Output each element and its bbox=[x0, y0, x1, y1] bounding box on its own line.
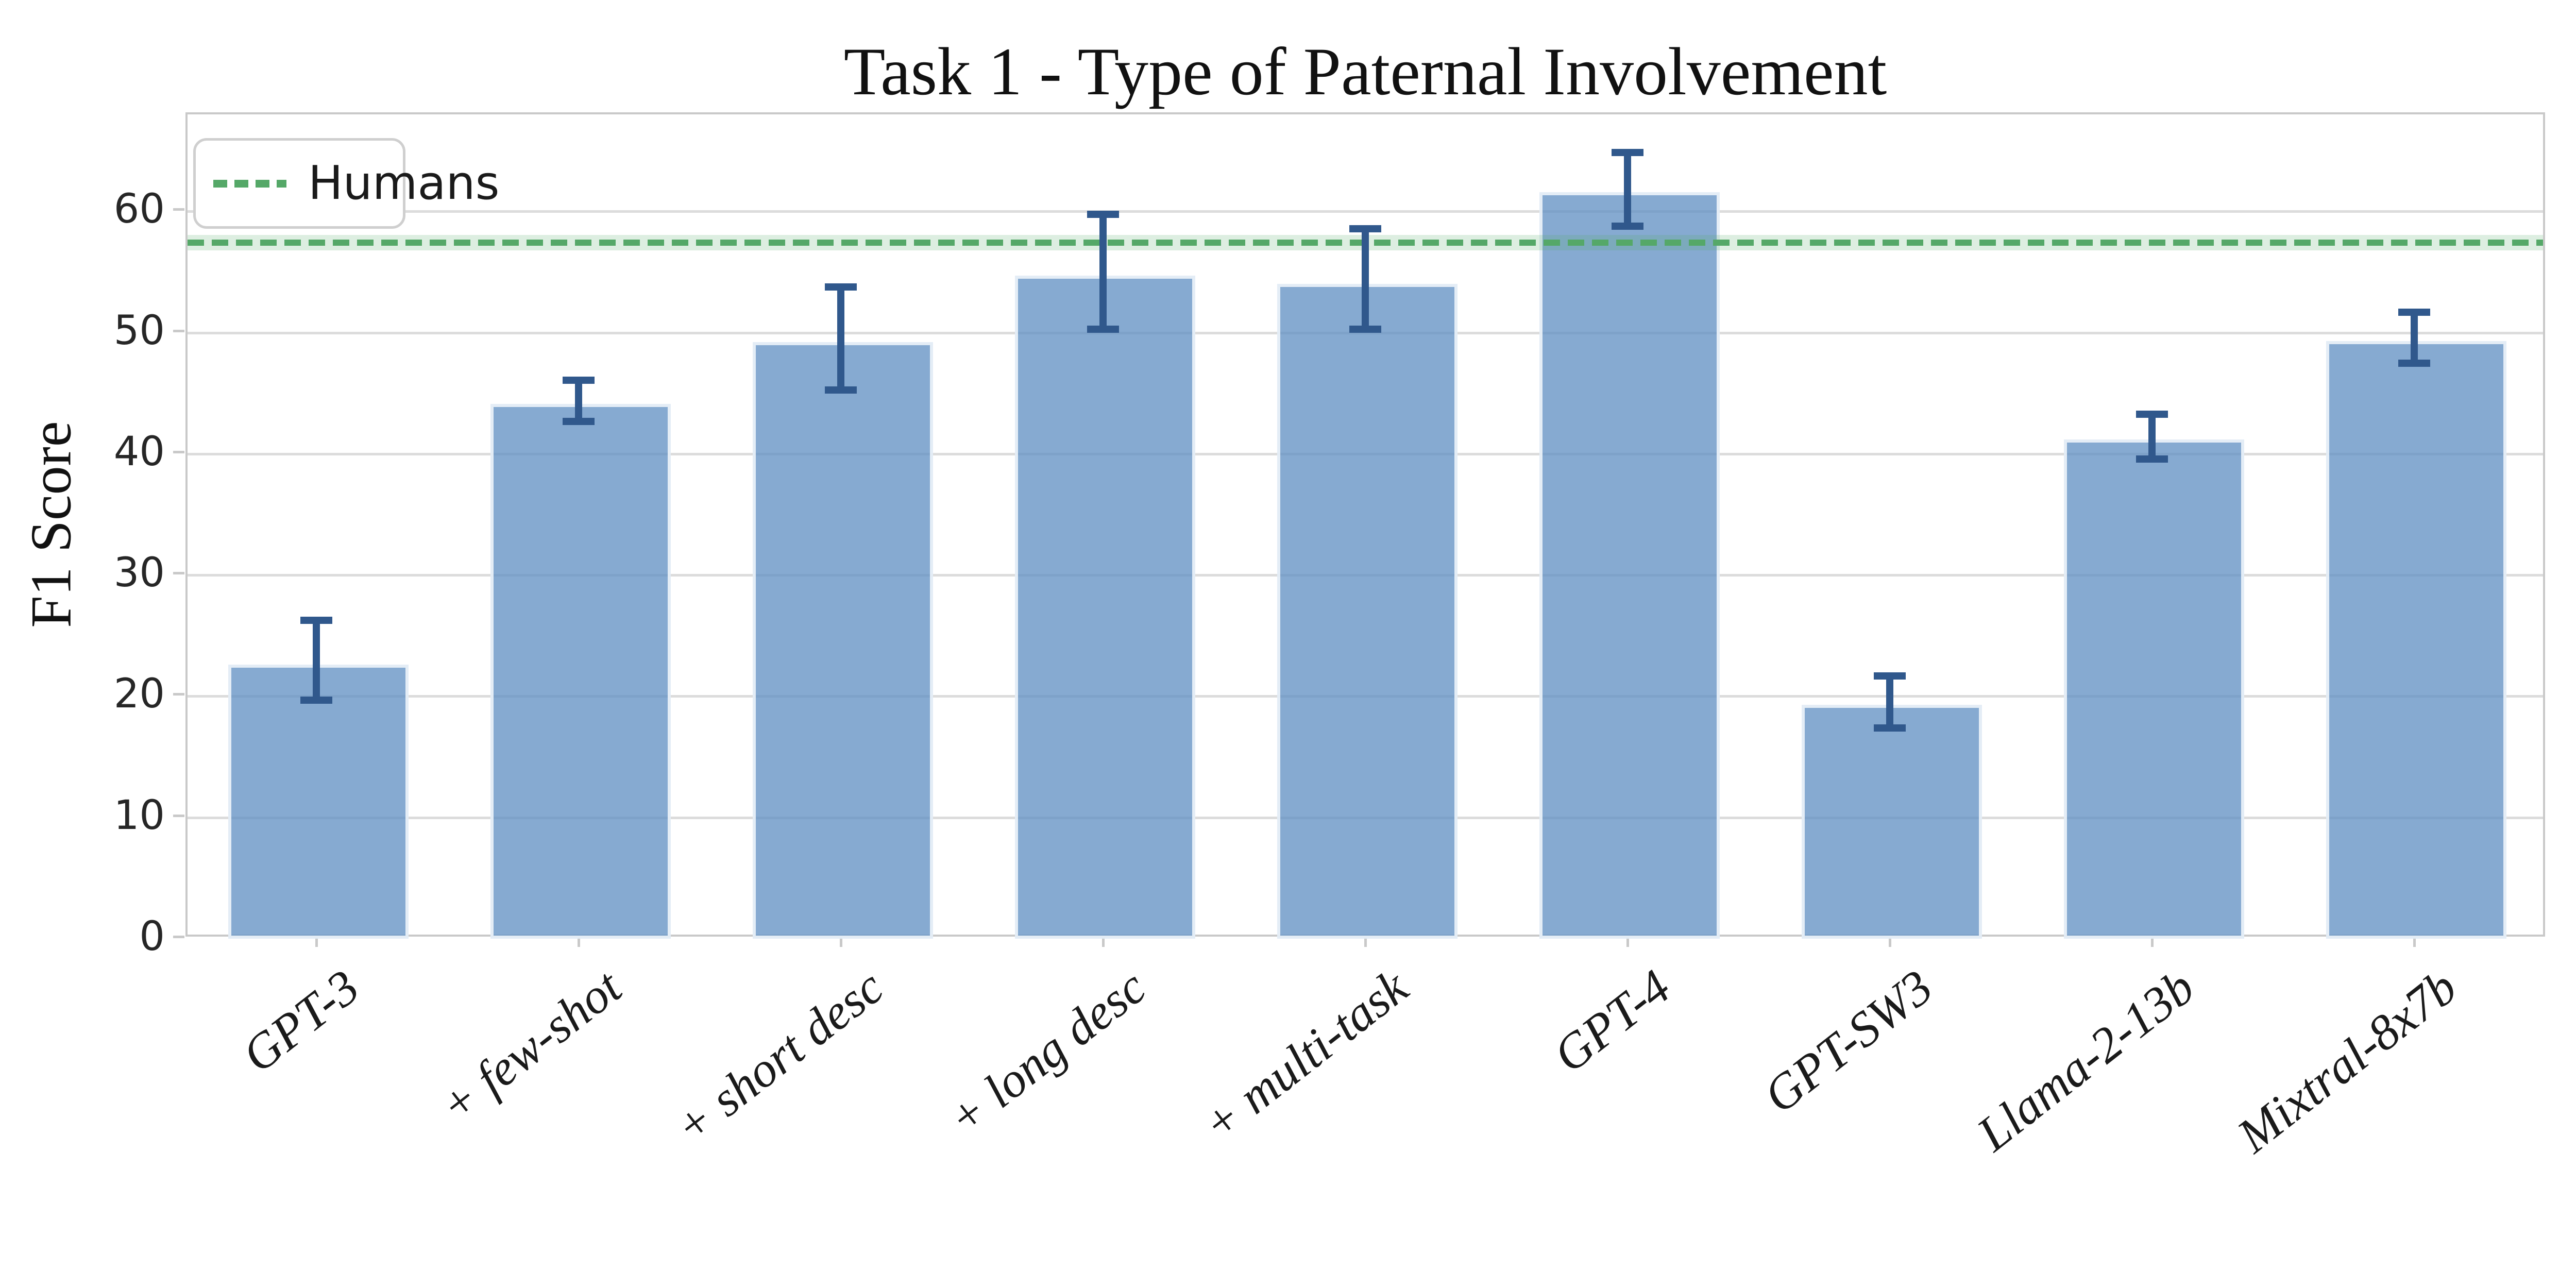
y-tick-mark bbox=[173, 450, 184, 453]
x-tick-mark bbox=[1626, 937, 1629, 947]
error-bar-cap-bottom bbox=[1873, 724, 1906, 732]
y-tick-label: 60 bbox=[113, 186, 165, 233]
x-tick-mark bbox=[1888, 937, 1891, 947]
error-bar-cap-top bbox=[1349, 225, 1381, 232]
error-bar-line bbox=[2148, 414, 2156, 459]
error-bar-cap-top bbox=[563, 377, 595, 384]
x-tick-mark bbox=[578, 937, 581, 947]
error-bar-cap-bottom bbox=[1087, 326, 1120, 333]
y-tick-mark bbox=[173, 208, 184, 211]
y-tick-label: 40 bbox=[113, 428, 165, 475]
y-tick-mark bbox=[173, 329, 184, 332]
bar-+ long desc bbox=[1015, 275, 1196, 939]
x-tick-mark bbox=[2413, 937, 2416, 947]
error-bar-cap-top bbox=[1087, 210, 1120, 218]
y-tick-label: 0 bbox=[139, 913, 165, 960]
x-tick-label-+ few-shot: + few-shot bbox=[429, 959, 632, 1134]
error-bar-cap-top bbox=[2136, 410, 2168, 418]
error-bar-cap-top bbox=[300, 616, 333, 624]
y-tick-label: 20 bbox=[113, 671, 165, 718]
x-tick-mark bbox=[840, 937, 843, 947]
x-tick-label-+ multi-task: + multi-task bbox=[1192, 959, 1418, 1153]
error-bar-cap-bottom bbox=[1611, 223, 1643, 230]
error-bar-cap-top bbox=[1611, 148, 1643, 156]
error-bar-line bbox=[313, 620, 320, 701]
error-bar-cap-bottom bbox=[2136, 455, 2168, 463]
x-tick-label-GPT-SW3: GPT-SW3 bbox=[1753, 959, 1942, 1124]
error-bar-cap-top bbox=[825, 283, 857, 291]
x-tick-mark bbox=[2150, 937, 2154, 947]
bar-GPT-SW3 bbox=[1801, 704, 1982, 939]
x-tick-label-+ long desc: + long desc bbox=[937, 959, 1156, 1147]
y-tick-mark bbox=[173, 936, 184, 938]
legend-label: Humans bbox=[308, 156, 500, 210]
bar-GPT-3 bbox=[228, 665, 409, 939]
humans-dashed-line-swatch bbox=[213, 179, 286, 188]
bar-+ short desc bbox=[753, 342, 934, 939]
error-bar-line bbox=[1099, 214, 1107, 330]
x-tick-mark bbox=[315, 937, 318, 947]
y-tick-label: 30 bbox=[113, 550, 165, 597]
grid-line bbox=[188, 210, 2543, 213]
error-bar-line bbox=[2410, 312, 2418, 364]
x-tick-label-GPT-3: GPT-3 bbox=[232, 959, 369, 1083]
y-tick-label: 10 bbox=[113, 792, 165, 839]
x-tick-label-+ short desc: + short desc bbox=[664, 959, 894, 1155]
bar-+ multi-task bbox=[1277, 284, 1458, 939]
y-tick-mark bbox=[173, 693, 184, 696]
error-bar-cap-bottom bbox=[2398, 360, 2430, 367]
error-bar-line bbox=[837, 286, 845, 390]
chart-title: Task 1 - Type of Paternal Involvement bbox=[843, 33, 1887, 109]
bar-GPT-4 bbox=[1539, 192, 1720, 939]
error-bar-line bbox=[575, 380, 583, 421]
bar-Llama-2-13b bbox=[2063, 439, 2244, 939]
legend: Humans bbox=[193, 138, 499, 229]
bar-Mixtral-8x7b bbox=[2326, 341, 2506, 939]
error-bar-line bbox=[1623, 152, 1631, 227]
error-bar-cap-bottom bbox=[1349, 326, 1381, 333]
x-tick-label-Mixtral-8x7b: Mixtral-8x7b bbox=[2227, 959, 2467, 1163]
error-bar-cap-bottom bbox=[300, 697, 333, 704]
x-tick-mark bbox=[1102, 937, 1105, 947]
x-tick-label-Llama-2-13b: Llama-2-13b bbox=[1967, 959, 2205, 1162]
error-bar-line bbox=[1886, 676, 1893, 728]
y-tick-label: 50 bbox=[113, 307, 165, 354]
bar-+ few-shot bbox=[490, 404, 671, 939]
error-bar-cap-top bbox=[2398, 309, 2430, 316]
y-tick-mark bbox=[173, 814, 184, 817]
error-bar-cap-bottom bbox=[825, 386, 857, 394]
x-tick-mark bbox=[1364, 937, 1367, 947]
error-bar-cap-top bbox=[1873, 672, 1906, 680]
error-bar-line bbox=[1362, 228, 1369, 330]
y-tick-mark bbox=[173, 572, 184, 575]
error-bar-cap-bottom bbox=[563, 418, 595, 425]
x-tick-label-GPT-4: GPT-4 bbox=[1543, 959, 1681, 1083]
